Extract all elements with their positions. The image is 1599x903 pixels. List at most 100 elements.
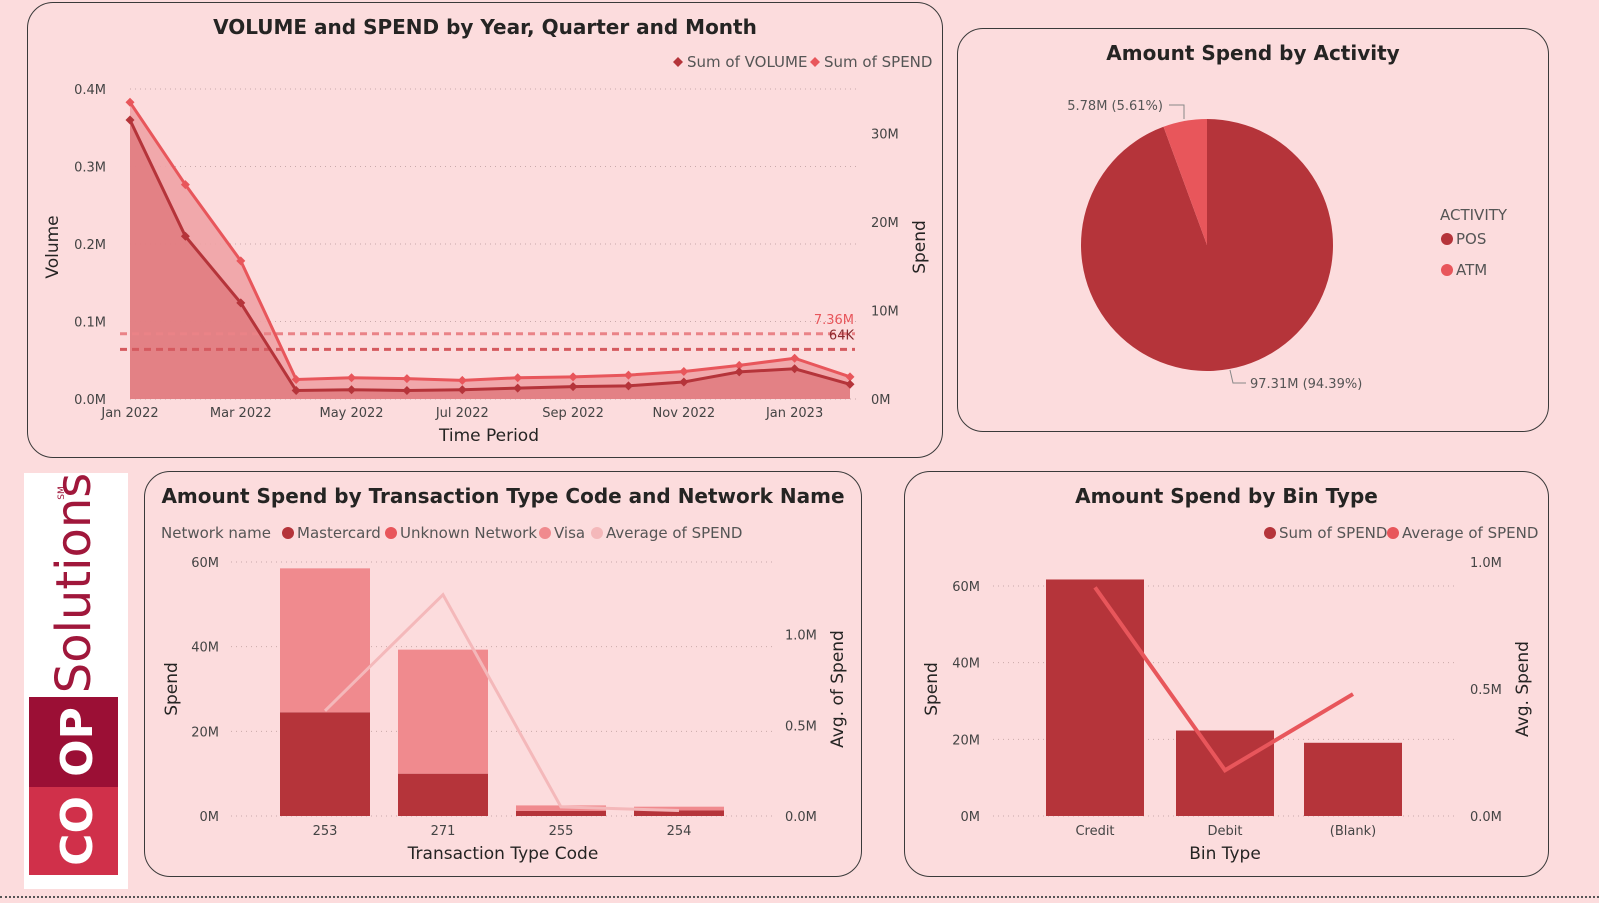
bin-panel: Amount Spend by Bin Type 0M 20M 40M 60M 0.0M… [904, 471, 1549, 877]
volume-point [180, 231, 190, 241]
transaction-y-tick: 0M [200, 810, 220, 825]
transaction-bar-visa [280, 568, 370, 713]
transaction-y-tick: 20M [191, 725, 219, 740]
volume-spend-panel: VOLUME and SPEND by Year, Quarter and Mo… [27, 2, 943, 458]
transaction-bar-mastercard [634, 810, 724, 816]
transaction-y2-tick: 0.5M [785, 719, 817, 734]
transaction-legend-marker [539, 527, 551, 539]
time-x-tick: Jul 2022 [435, 406, 489, 421]
transaction-x-axis-title: Transaction Type Code [407, 844, 599, 864]
volume-point [402, 385, 412, 395]
bin-bar [1046, 579, 1144, 816]
bin-chart: 0M 20M 40M 60M 0.0M 0.5M 1.0M Credit Debit (Blank… [922, 524, 1538, 864]
volume-axis-title: Volume [43, 215, 63, 278]
volume-point [236, 298, 246, 308]
transaction-bar-mastercard [280, 712, 370, 816]
volume-point [623, 381, 633, 391]
bin-y-tick: 60M [952, 580, 980, 595]
bin-legend-avg-label: Average of SPEND [1402, 524, 1538, 542]
spend-point [125, 97, 135, 107]
time-x-tick: Mar 2022 [210, 406, 272, 421]
activity-title: Amount Spend by Activity [1106, 41, 1400, 65]
volume-point [291, 385, 301, 395]
volume-y-tick: 0.1M [74, 316, 106, 331]
time-axis-title: Time Period [438, 426, 539, 446]
transaction-legend-label: Unknown Network [400, 524, 537, 542]
spend-point [180, 180, 190, 190]
transaction-y2-axis-title: Avg. of Spend [828, 630, 848, 748]
time-x-tick: May 2022 [319, 406, 383, 421]
bin-y2-tick: 0.0M [1470, 810, 1502, 825]
transaction-y2-tick: 0.0M [785, 810, 817, 825]
volume-y-tick: 0.0M [74, 393, 106, 408]
transaction-bar-visa [634, 806, 724, 811]
logo-op-text: OP [52, 707, 103, 777]
spend-point [679, 367, 689, 377]
legend-spend-marker [810, 57, 820, 67]
bin-y-tick: 20M [952, 733, 980, 748]
transaction-bar-mastercard [398, 773, 488, 816]
transaction-legend-marker [282, 527, 294, 539]
bin-legend-avg-marker [1387, 527, 1399, 539]
spend-point [790, 353, 800, 363]
bin-y2-tick: 1.0M [1470, 556, 1502, 571]
transaction-legend-title: Network name [161, 524, 271, 542]
bin-x-tick: (Blank) [1330, 824, 1376, 839]
transaction-title: Amount Spend by Transaction Type Code an… [161, 484, 845, 508]
bin-average-line [1093, 586, 1355, 773]
logo-co-block [29, 787, 118, 875]
bin-y-axis-title: Spend [922, 662, 942, 716]
bottom-divider [0, 896, 1599, 898]
time-x-tick: Jan 2023 [765, 406, 823, 421]
coop-solutions-logo: CO OP Solutions SM [24, 473, 128, 889]
bin-y-tick: 0M [961, 810, 981, 825]
volume-point [845, 379, 855, 389]
transaction-x-tick: 253 [313, 824, 338, 839]
pie-legend-pos-marker [1441, 233, 1453, 245]
bin-bar [1304, 742, 1402, 816]
transaction-legend-marker [591, 527, 603, 539]
transaction-x-tick: 255 [549, 824, 574, 839]
volume-y-tick: 0.4M [74, 83, 106, 98]
legend-volume-marker [673, 57, 683, 67]
transaction-legend-label: Mastercard [297, 524, 381, 542]
spend-point [623, 370, 633, 380]
volume-point [679, 377, 689, 387]
transaction-y2-tick: 1.0M [785, 629, 817, 644]
volume-point [790, 364, 800, 374]
bin-x-tick: Credit [1075, 824, 1114, 839]
spend-point [845, 372, 855, 382]
transaction-bar-mastercard [516, 810, 606, 816]
spend-reference-label: 7.36M [814, 313, 854, 328]
spend-point [402, 374, 412, 384]
volume-point [568, 382, 578, 392]
spend-point [291, 375, 301, 385]
transaction-panel: Amount Spend by Transaction Type Code an… [144, 471, 862, 877]
volume-point [125, 115, 135, 125]
transaction-legend-label: Visa [554, 524, 585, 542]
bin-x-tick: Debit [1208, 824, 1243, 839]
volume-spend-title: VOLUME and SPEND by Year, Quarter and Mo… [213, 15, 757, 39]
spend-point [734, 360, 744, 370]
spend-point [236, 256, 246, 266]
activity-pie-chart: 5.78M (5.61%) 97.31M (94.39%) ACTIVITY POS A… [1067, 99, 1508, 392]
transaction-x-tick: 254 [667, 824, 692, 839]
legend-volume-label: Sum of VOLUME [687, 53, 807, 71]
volume-point [734, 367, 744, 377]
bin-title: Amount Spend by Bin Type [1075, 484, 1378, 508]
transaction-legend-label: Average of SPEND [606, 524, 742, 542]
logo-solutions-text: Solutions [46, 473, 102, 693]
spend-point [457, 375, 467, 385]
pie-legend-pos-label: POS [1456, 230, 1486, 248]
pie-slice-atm [1163, 119, 1207, 245]
bin-legend-sum-label: Sum of SPEND [1279, 524, 1387, 542]
pie-pos-leader [1229, 369, 1246, 384]
bin-bar [1176, 730, 1274, 816]
spend-y-tick: 10M [871, 304, 899, 319]
transaction-chart: 0M 20M 40M 60M 0.0M 0.5M 1.0M 253 271 255 254 Netwo… [161, 524, 848, 864]
pie-atm-label: 5.78M (5.61%) [1067, 99, 1163, 114]
spend-y-tick: 30M [871, 127, 899, 142]
pie-legend-atm-label: ATM [1456, 261, 1487, 279]
pie-pos-label: 97.31M (94.39%) [1250, 377, 1362, 392]
spend-point [513, 373, 523, 383]
